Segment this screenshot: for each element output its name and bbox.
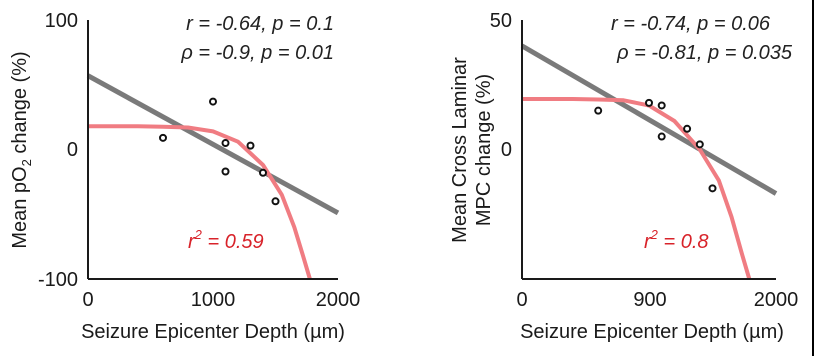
p1-x-axis-label: Seizure Epicenter Depth (µm) bbox=[81, 321, 345, 343]
p2-x-tick-900: 900 bbox=[633, 289, 666, 311]
p1-y-tick-100: 100 bbox=[45, 10, 78, 32]
p2-y-axis-label-line1: Mean Cross Laminar bbox=[449, 57, 471, 243]
p1-x-tick-0: 0 bbox=[82, 289, 93, 311]
p2-data-point-4 bbox=[657, 132, 666, 141]
p2-linear-fit-line bbox=[520, 43, 778, 196]
p1-linear-fit-line bbox=[86, 73, 340, 216]
p1-r-squared-label: r2 = 0.59 bbox=[188, 227, 264, 253]
p2-data-point-3 bbox=[657, 101, 666, 110]
chart-panel-1: 100 0 -100 0 1000 2000 Seizure Epicenter… bbox=[9, 10, 360, 343]
p2-data-point-2 bbox=[645, 98, 653, 107]
p2-x-tick-0: 0 bbox=[516, 289, 527, 311]
p1-data-point-1 bbox=[159, 133, 167, 142]
p1-data-point-7 bbox=[271, 197, 280, 206]
p1-y-tick-neg100: -100 bbox=[38, 269, 78, 291]
p1-pearson-stat: r = -0.64, p = 0.1 bbox=[186, 13, 334, 35]
p1-x-tick-1000: 1000 bbox=[191, 289, 236, 311]
p2-spearman-stat: ρ = -0.81, p = 0.035 bbox=[616, 42, 793, 64]
p2-r-squared-label: r2 = 0.8 bbox=[644, 227, 709, 253]
chart-panel-2: 50 0 0 900 2000 Seizure Epicenter Depth … bbox=[449, 10, 798, 343]
p1-spearman-stat: ρ = -0.9, p = 0.01 bbox=[180, 42, 334, 64]
p2-data-point-7 bbox=[708, 184, 717, 193]
p2-y-tick-0: 0 bbox=[501, 139, 512, 161]
p2-y-tick-50: 50 bbox=[490, 10, 512, 32]
p1-sigmoid-fit-curve bbox=[88, 124, 312, 280]
p1-y-axis-label: Mean pO2 change (%) bbox=[9, 51, 34, 248]
p2-data-point-1 bbox=[594, 106, 603, 115]
p1-data-point-5 bbox=[246, 141, 255, 150]
p2-data-point-6 bbox=[695, 140, 704, 149]
p2-data-point-5 bbox=[683, 124, 692, 133]
p1-plot-area bbox=[86, 73, 340, 280]
p2-x-tick-2000: 2000 bbox=[754, 289, 799, 311]
p1-y-tick-0: 0 bbox=[67, 139, 78, 161]
p2-y-axis-label-line2: MPC change (%) bbox=[473, 74, 495, 226]
p2-x-axis-label: Seizure Epicenter Depth (µm) bbox=[520, 321, 784, 343]
p1-data-point-3 bbox=[221, 139, 230, 148]
p1-data-point-4 bbox=[221, 167, 230, 176]
p2-pearson-stat: r = -0.74, p = 0.06 bbox=[611, 13, 771, 35]
p2-plot-area bbox=[520, 43, 778, 280]
p2-sigmoid-fit-curve bbox=[522, 97, 752, 280]
p1-x-tick-2000: 2000 bbox=[316, 289, 361, 311]
p1-data-point-6 bbox=[259, 168, 267, 177]
p1-data-point-2 bbox=[209, 97, 217, 106]
